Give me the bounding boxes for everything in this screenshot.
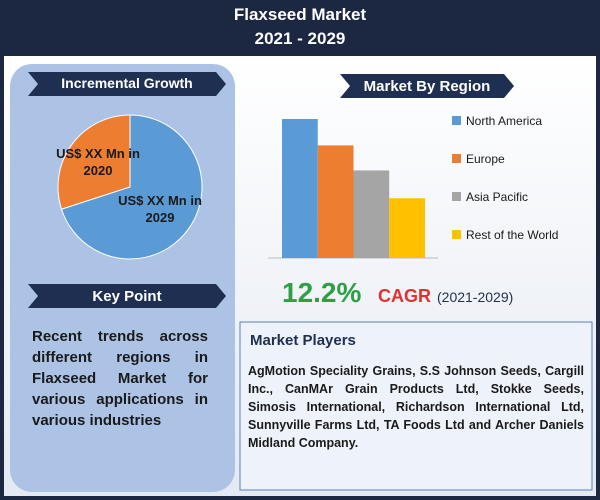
banner <box>28 72 226 96</box>
subtitle: 2021 - 2029 <box>255 29 346 48</box>
cagr-value: 12.2% <box>282 277 361 308</box>
banner-label: Incremental Growth <box>61 75 192 91</box>
slice-label-text: US$ XX Mn in 2029 <box>118 193 202 225</box>
key-point-text: Recent trends across different regions i… <box>32 328 208 429</box>
legend-swatch <box>452 192 461 201</box>
bar <box>282 119 318 258</box>
legend-label: Rest of the World <box>466 228 558 242</box>
bar-chart: North America Europe Asia Pacific Rest of t… <box>282 114 558 258</box>
slice-label-text: US$ XX Mn in 2020 <box>56 146 140 178</box>
pie-slice <box>60 114 203 260</box>
legend-label: North America <box>466 114 542 128</box>
banner <box>28 284 226 308</box>
legend-swatch <box>452 154 461 163</box>
slice-label: US$ XX Mn in 2020 <box>56 146 140 178</box>
players-text: AgMotion Speciality Grains, S.S Johnson … <box>248 364 584 450</box>
legend-swatch <box>452 230 461 239</box>
bar <box>389 198 425 258</box>
legend-swatch <box>452 116 461 125</box>
legend-label: Asia Pacific <box>466 190 528 204</box>
banner-label: Market By Region <box>364 78 491 95</box>
banner-label: Key Point <box>92 288 161 305</box>
cagr-period: (2021-2029) <box>437 289 513 305</box>
legend-label: Europe <box>466 152 505 166</box>
cagr-label: CAGR <box>378 286 431 306</box>
slice-label: US$ XX Mn in 2029 <box>118 193 202 225</box>
players-box <box>239 321 593 491</box>
players-title: Market Players <box>250 332 356 349</box>
bar <box>317 145 354 258</box>
bar <box>353 170 390 258</box>
banner <box>340 74 514 98</box>
pie-slice <box>57 114 131 210</box>
pie: US$ XX Mn in 2020 US$ XX Mn in 2029 <box>56 114 203 260</box>
title: Flaxseed Market <box>234 5 367 24</box>
